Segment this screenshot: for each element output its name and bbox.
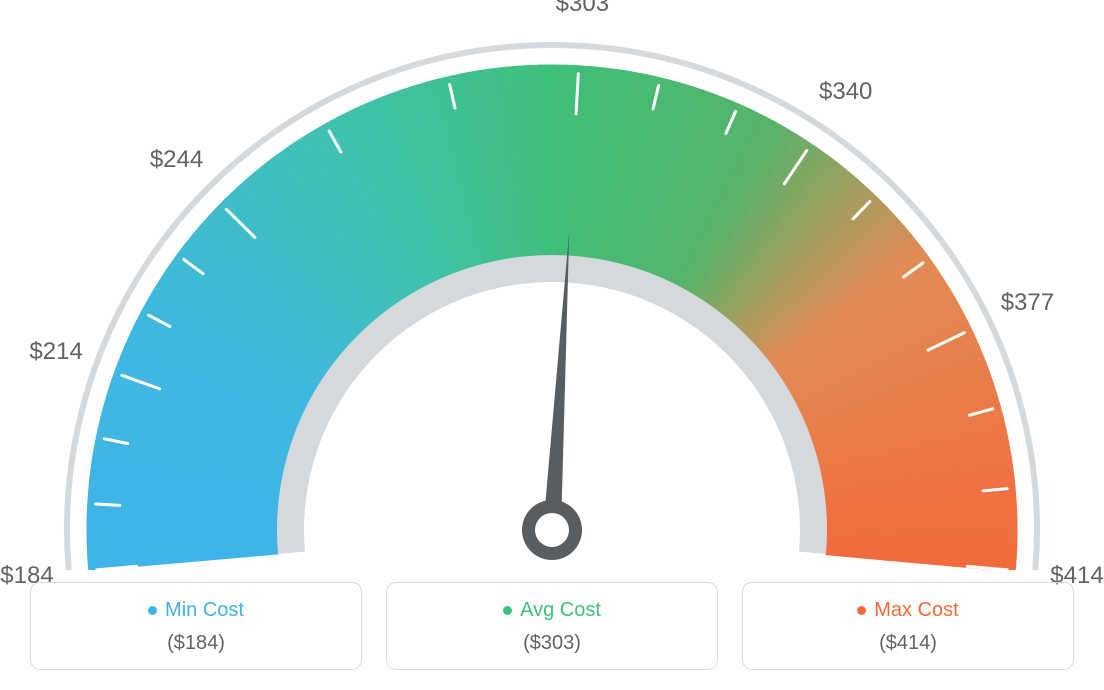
legend-label-max: Max Cost [874, 599, 958, 622]
gauge-tick-label: $303 [556, 0, 609, 18]
gauge-tick-label: $244 [150, 146, 203, 174]
legend-value-avg: ($303) [397, 632, 707, 655]
legend-dot-max [857, 606, 866, 615]
legend-dot-min [148, 606, 157, 615]
legend-row: Min Cost ($184) Avg Cost ($303) Max Cost… [30, 582, 1074, 670]
legend-card-max: Max Cost ($414) [742, 582, 1074, 670]
legend-card-avg: Avg Cost ($303) [386, 582, 718, 670]
gauge-tick-label: $340 [819, 78, 872, 106]
legend-title-avg: Avg Cost [503, 599, 601, 622]
legend-card-min: Min Cost ($184) [30, 582, 362, 670]
legend-value-min: ($184) [41, 632, 351, 655]
gauge-chart: $184$214$244$303$340$377$414 [0, 0, 1104, 570]
legend-title-max: Max Cost [857, 599, 958, 622]
gauge-tick-label: $377 [1001, 289, 1054, 317]
legend-title-min: Min Cost [148, 599, 244, 622]
legend-value-max: ($414) [753, 632, 1063, 655]
legend-label-min: Min Cost [165, 599, 244, 622]
legend-dot-avg [503, 606, 512, 615]
gauge-tick-label: $214 [29, 338, 82, 366]
chart-container: $184$214$244$303$340$377$414 Min Cost ($… [0, 0, 1104, 690]
legend-label-avg: Avg Cost [520, 599, 601, 622]
